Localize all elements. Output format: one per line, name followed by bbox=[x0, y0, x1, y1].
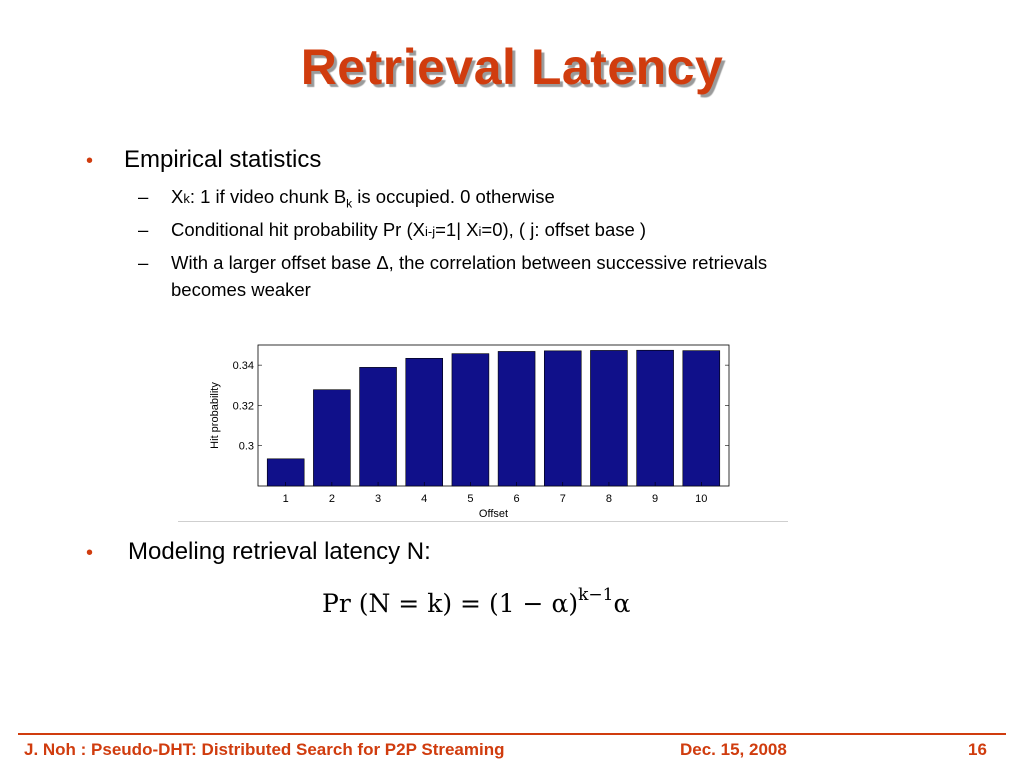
footer-author-title: J. Noh : Pseudo-DHT: Distributed Search … bbox=[24, 740, 505, 759]
x-tick-label: 5 bbox=[467, 493, 473, 505]
x-tick-label: 9 bbox=[652, 493, 658, 505]
dash-marker: – bbox=[138, 252, 149, 273]
x-tick-label: 1 bbox=[283, 493, 289, 505]
x-axis-label: Offset bbox=[479, 508, 508, 520]
bullet-text: Empirical statistics bbox=[124, 146, 322, 173]
chart-divider bbox=[178, 521, 788, 522]
sub-bullet-offset: – With a larger offset base Δ, the corre… bbox=[138, 249, 767, 303]
formula-lhs: Pr bbox=[322, 589, 351, 618]
y-axis-label: Hit probability bbox=[209, 382, 221, 449]
bullet-modeling: • Modeling retrieval latency N: bbox=[86, 538, 431, 566]
sub-bullet-text: Conditional hit probability Pr (Xi-j=1| … bbox=[171, 219, 647, 240]
bar-offset-5 bbox=[451, 353, 490, 487]
hit-probability-chart: 1 2 3 4 5 6 7 8 9 10 0.3 0.32 0.34 Offset Hit probabil… bbox=[178, 330, 788, 524]
x-tick-label: 4 bbox=[421, 493, 427, 505]
y-tick-label: 0.3 bbox=[239, 441, 254, 453]
bar-offset-10 bbox=[682, 350, 721, 487]
plot-frame bbox=[257, 344, 730, 487]
bar-offset-1 bbox=[266, 458, 305, 487]
bar-offset-6 bbox=[497, 351, 536, 487]
x-tick-label: 7 bbox=[560, 493, 566, 505]
footer-rule bbox=[18, 733, 1006, 735]
x-tick-label: 2 bbox=[329, 493, 335, 505]
formula-tail: α bbox=[613, 589, 631, 618]
bar-offset-8 bbox=[590, 350, 628, 487]
latency-formula: Pr (N = k) = (1 − α)k−1α bbox=[322, 585, 630, 618]
sub-bullet-text: With a larger offset base Δ, the correla… bbox=[171, 252, 768, 300]
bullet-text: Modeling retrieval latency N: bbox=[128, 538, 431, 565]
bar-offset-4 bbox=[405, 357, 444, 487]
bar-offset-9 bbox=[636, 349, 674, 487]
bar-offset-7 bbox=[543, 350, 582, 487]
x-tick-label: 10 bbox=[695, 493, 707, 505]
bullet-dot: • bbox=[86, 542, 94, 564]
y-tick-label: 0.32 bbox=[233, 400, 254, 412]
x-tick-label: 3 bbox=[375, 493, 381, 505]
formula-exponent: k−1 bbox=[578, 585, 614, 605]
bar-offset-3 bbox=[359, 367, 397, 487]
sub-bullet-conditional: – Conditional hit probability Pr (Xi-j=1… bbox=[138, 216, 646, 245]
footer-page-number: 16 bbox=[968, 740, 987, 759]
slide-title: Retrieval Latency bbox=[300, 39, 724, 95]
sub-bullet-xk: – Xk: 1 if video chunk Bk is occupied. 0… bbox=[138, 183, 555, 218]
footer-date: Dec. 15, 2008 bbox=[680, 740, 787, 759]
x-tick-label: 8 bbox=[606, 493, 612, 505]
formula-body: (N = k) = (1 − α) bbox=[358, 589, 579, 618]
dash-marker: – bbox=[138, 186, 149, 207]
bar-offset-2 bbox=[313, 389, 351, 487]
y-tick-label: 0.34 bbox=[233, 360, 254, 372]
chart-svg: 1 2 3 4 5 6 7 8 9 10 0.3 0.32 0.34 Offset Hit probabil… bbox=[209, 344, 730, 520]
x-tick-label: 6 bbox=[514, 493, 520, 505]
sub-bullet-text: Xk: 1 if video chunk Bk is occupied. 0 o… bbox=[171, 186, 555, 211]
dash-marker: – bbox=[138, 219, 149, 240]
bullet-empirical: • Empirical statistics bbox=[86, 146, 321, 174]
bullet-dot: • bbox=[86, 150, 94, 172]
